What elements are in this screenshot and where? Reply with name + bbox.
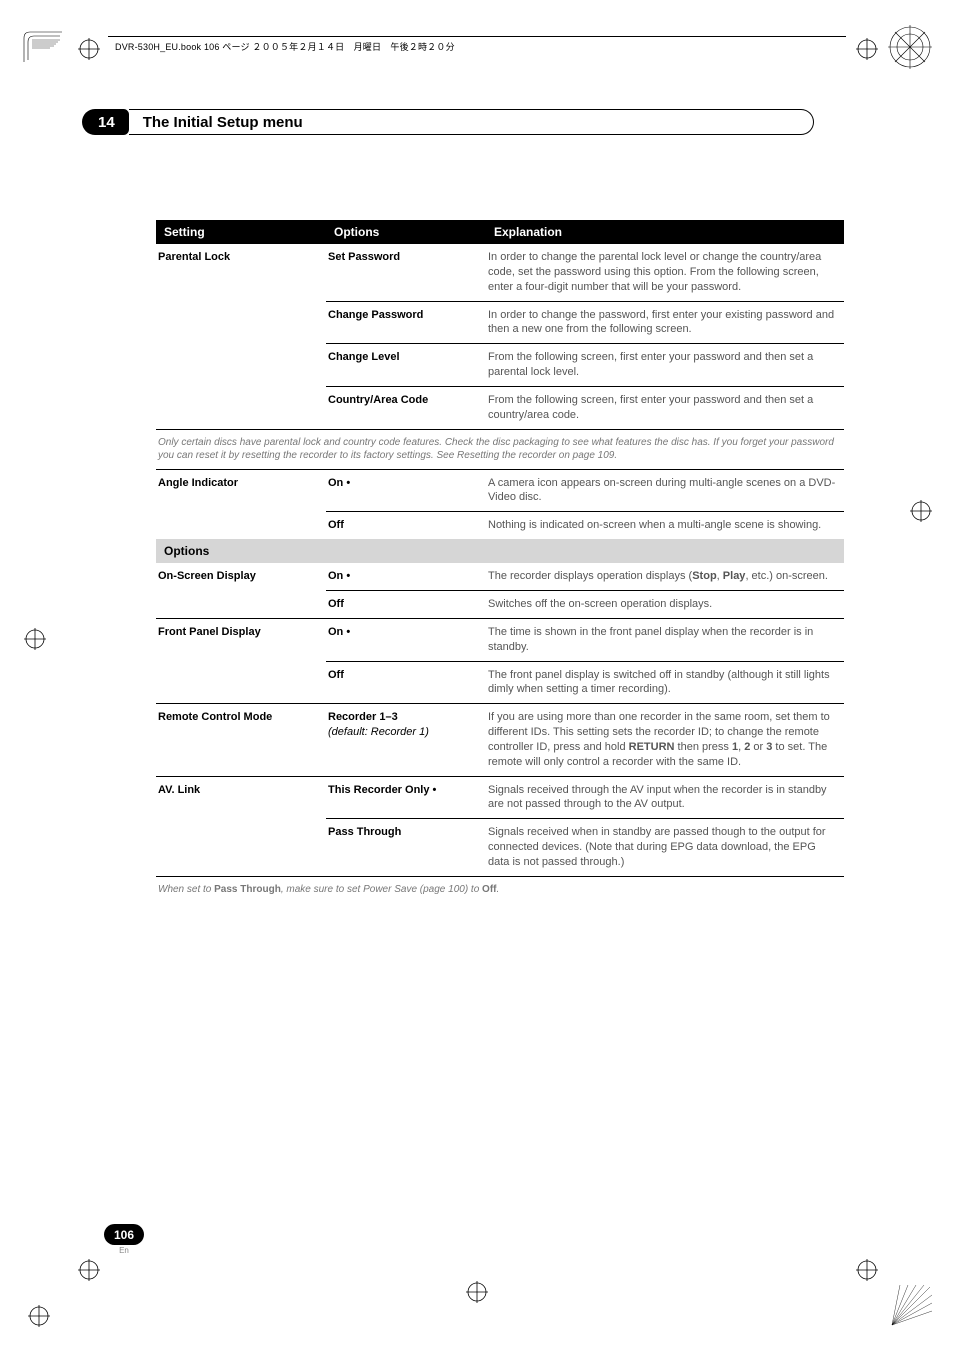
setting-name — [156, 302, 326, 344]
table-note: When set to Pass Through, make sure to s… — [156, 877, 844, 903]
table-row: AV. Link This Recorder Only • Signals re… — [156, 777, 844, 819]
table-row: Change Password In order to change the p… — [156, 302, 844, 344]
page-number: 106 En — [104, 1224, 144, 1255]
setting-name: Remote Control Mode — [156, 704, 326, 775]
table-row: Parental Lock Set Password In order to c… — [156, 244, 844, 301]
page-language: En — [104, 1246, 144, 1255]
option-name: On • — [326, 619, 486, 661]
explanation: The time is shown in the front panel dis… — [486, 619, 844, 661]
table-row: Front Panel Display On • The time is sho… — [156, 619, 844, 661]
cross-mark-icon — [24, 628, 46, 650]
setting-name: Angle Indicator — [156, 470, 326, 512]
cross-mark-icon — [856, 38, 878, 60]
cross-mark-icon — [910, 500, 932, 522]
cross-mark-icon — [856, 1259, 878, 1281]
chapter-number-badge: 14 — [82, 109, 129, 135]
table-row: Angle Indicator On • A camera icon appea… — [156, 470, 844, 512]
explanation: A camera icon appears on-screen during m… — [486, 470, 844, 512]
table-row: Off Nothing is indicated on-screen when … — [156, 512, 844, 539]
table-row: Country/Area Code From the following scr… — [156, 387, 844, 429]
crop-mark-icon — [20, 28, 66, 66]
page: DVR-530H_EU.book 106 ページ ２００５年２月１４日 月曜日 … — [0, 0, 954, 1351]
explanation: The front panel display is switched off … — [486, 662, 844, 704]
table-row: Remote Control Mode Recorder 1–3 (defaul… — [156, 704, 844, 775]
explanation: Switches off the on-screen operation dis… — [486, 591, 844, 618]
option-name: This Recorder Only • — [326, 777, 486, 819]
table-row: Off Switches off the on-screen operation… — [156, 591, 844, 618]
option-name: On • — [326, 563, 486, 590]
setting-name: AV. Link — [156, 777, 326, 819]
explanation: From the following screen, first enter y… — [486, 344, 844, 386]
option-name: Change Level — [326, 344, 486, 386]
explanation: From the following screen, first enter y… — [486, 387, 844, 429]
cross-mark-icon — [466, 1281, 488, 1303]
explanation: Signals received when in standby are pas… — [486, 819, 844, 876]
explanation: In order to change the password, first e… — [486, 302, 844, 344]
header-rule — [108, 36, 846, 37]
setting-name — [156, 344, 326, 386]
option-default-note: (default: Recorder 1) — [328, 725, 478, 740]
setting-name — [156, 512, 326, 539]
setting-name: Parental Lock — [156, 244, 326, 301]
table-note: Only certain discs have parental lock an… — [156, 430, 844, 469]
settings-table: Setting Options Explanation Parental Loc… — [156, 220, 844, 902]
table-row: Pass Through Signals received when in st… — [156, 819, 844, 876]
explanation: The recorder displays operation displays… — [486, 563, 844, 590]
explanation: Signals received through the AV input wh… — [486, 777, 844, 819]
table-header: Setting Options Explanation — [156, 220, 844, 244]
option-name: Recorder 1–3 (default: Recorder 1) — [326, 704, 486, 775]
chapter-header: 14 The Initial Setup menu — [82, 108, 814, 136]
cross-mark-icon — [78, 1259, 100, 1281]
setting-name — [156, 662, 326, 704]
option-name: Country/Area Code — [326, 387, 486, 429]
option-name: Off — [326, 662, 486, 704]
explanation: Nothing is indicated on-screen when a mu… — [486, 512, 844, 539]
section-band-options: Options — [156, 539, 844, 563]
option-name: Change Password — [326, 302, 486, 344]
col-header-explanation: Explanation — [486, 220, 844, 244]
col-header-options: Options — [326, 220, 486, 244]
option-name: Set Password — [326, 244, 486, 301]
table-row: Off The front panel display is switched … — [156, 662, 844, 704]
setting-name — [156, 591, 326, 618]
col-header-setting: Setting — [156, 220, 326, 244]
explanation: If you are using more than one recorder … — [486, 704, 844, 775]
setting-name: On-Screen Display — [156, 563, 326, 590]
cross-mark-icon — [78, 38, 100, 60]
option-name: Off — [326, 591, 486, 618]
table-row: On-Screen Display On • The recorder disp… — [156, 563, 844, 590]
explanation: In order to change the parental lock lev… — [486, 244, 844, 301]
header-file-info: DVR-530H_EU.book 106 ページ ２００５年２月１４日 月曜日 … — [115, 40, 455, 53]
option-name: Off — [326, 512, 486, 539]
setting-name — [156, 387, 326, 429]
registration-mark-icon — [888, 25, 932, 69]
setting-name: Front Panel Display — [156, 619, 326, 661]
page-number-value: 106 — [104, 1224, 144, 1245]
option-name: Pass Through — [326, 819, 486, 876]
cross-mark-icon — [28, 1305, 50, 1327]
chapter-title: The Initial Setup menu — [129, 109, 814, 135]
option-name: On • — [326, 470, 486, 512]
radial-mark-icon — [888, 1283, 934, 1329]
setting-name — [156, 819, 326, 876]
table-row: Change Level From the following screen, … — [156, 344, 844, 386]
